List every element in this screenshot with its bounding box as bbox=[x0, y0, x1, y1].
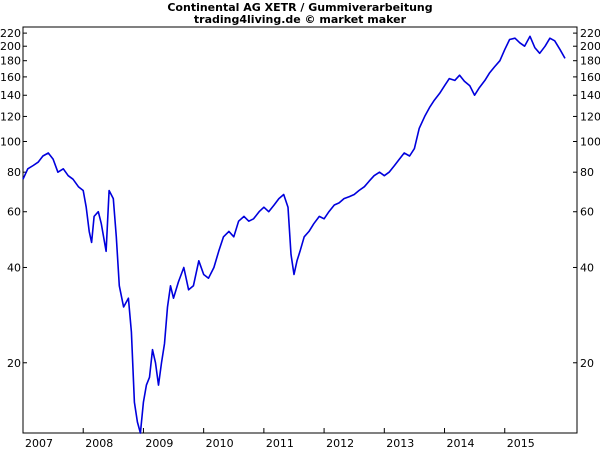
y-tick-label-right: 140 bbox=[580, 89, 600, 102]
x-tick-label: 2011 bbox=[266, 437, 294, 450]
y-tick-label-left: 120 bbox=[0, 110, 21, 123]
y-tick-label-left: 180 bbox=[0, 55, 21, 68]
y-tick-label-left: 80 bbox=[7, 166, 21, 179]
x-axis: 2007 2008 2009 2010 2011 2012 2013 2014 2015 bbox=[22, 428, 535, 450]
y-tick-label-right: 80 bbox=[580, 166, 594, 179]
series-group bbox=[22, 35, 566, 434]
y-tick-label-right: 60 bbox=[580, 206, 594, 219]
y-tick-label-right: 100 bbox=[580, 136, 600, 149]
y-tick-label-left: 200 bbox=[0, 40, 21, 53]
y-tick-label-right: 200 bbox=[580, 40, 600, 53]
y-tick-label-left: 40 bbox=[7, 261, 21, 274]
y-tick-label-left: 220 bbox=[0, 27, 21, 40]
y-tick-label-right: 40 bbox=[580, 261, 594, 274]
plot-frame bbox=[22, 26, 578, 434]
y-tick-label-right: 20 bbox=[580, 357, 594, 370]
chart-subtitle: trading4living.de © market maker bbox=[193, 13, 407, 26]
y-tick-label-right: 160 bbox=[580, 71, 600, 84]
y-tick-label-left: 160 bbox=[0, 71, 21, 84]
x-tick-label: 2012 bbox=[326, 437, 354, 450]
y-tick-label-left: 60 bbox=[7, 206, 21, 219]
x-tick-label: 2013 bbox=[386, 437, 414, 450]
y-tick-label-left: 100 bbox=[0, 136, 21, 149]
y-tick-label-right: 180 bbox=[580, 55, 600, 68]
y-tick-label-right: 220 bbox=[580, 27, 600, 40]
x-tick-label: 2008 bbox=[85, 437, 113, 450]
chart-title: Continental AG XETR / Gummiverarbeitung bbox=[167, 1, 433, 14]
x-tick-label: 2009 bbox=[145, 437, 173, 450]
x-tick-label: 2010 bbox=[206, 437, 234, 450]
price-line bbox=[22, 35, 566, 434]
y-tick-label-left: 20 bbox=[7, 357, 21, 370]
x-tick-label: 2015 bbox=[507, 437, 535, 450]
x-tick-label: 2014 bbox=[447, 437, 475, 450]
x-tick-label: 2007 bbox=[25, 437, 53, 450]
y-tick-label-left: 140 bbox=[0, 89, 21, 102]
y-tick-label-right: 120 bbox=[580, 110, 600, 123]
